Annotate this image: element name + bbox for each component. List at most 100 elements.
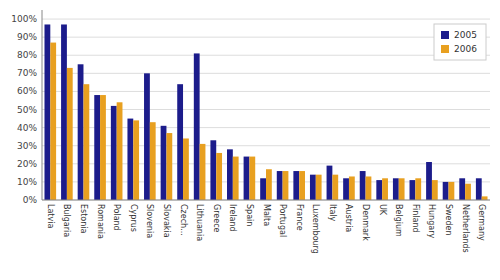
bar [310,175,316,200]
x-tick-label: Austria [344,204,353,232]
bar [227,149,233,200]
x-tick-label: Denmark [361,204,370,241]
x-tick-label: Hungary [427,204,436,238]
bar [459,178,465,200]
bar [67,68,73,200]
bar [366,176,372,200]
grid-line [42,37,490,38]
bar [161,126,167,200]
x-tick-label: Luxembourg [311,204,320,254]
y-grid [42,19,490,200]
bar [283,171,289,200]
bar [183,138,189,200]
bar [482,196,488,200]
bar [293,171,299,200]
bar [376,180,382,200]
bar [316,175,322,200]
legend-swatch [441,45,449,53]
grid-line [42,73,490,74]
x-tick-label: Estonia [79,204,88,234]
x-tick-label: Sweden [444,204,453,236]
x-tick-label: Lithuania [195,204,204,241]
bar [194,53,200,200]
legend-label: 2005 [454,30,477,40]
bar [360,171,366,200]
bar [100,95,106,200]
bar [166,133,172,200]
bar [449,182,455,200]
bar [210,140,216,200]
bar [349,176,355,200]
y-tick-label: 30% [17,141,37,151]
x-tick-label: France [295,204,304,231]
y-tick-label: 70% [17,68,37,78]
bar [277,171,283,200]
y-tick-label: 100% [11,14,37,24]
grid-line [42,19,490,20]
bar [111,106,117,200]
bar [443,182,449,200]
bar [117,102,123,200]
bar [260,178,266,200]
x-tick-label: Spain [245,204,254,226]
bar [249,157,255,200]
grid-line [42,55,490,56]
bar [177,84,183,200]
bar [327,166,333,200]
x-tick-label: Cyprus [129,204,138,232]
bar [150,122,156,200]
x-tick-label: Slovakia [162,204,171,238]
bar [233,157,239,200]
bar [94,95,100,200]
chart: 0%10%20%30%40%50%60%70%80%90%100%LatviaB… [0,0,500,280]
legend: 2005 2006 [434,24,486,60]
x-tick-label: Italy [328,204,337,222]
bar [44,24,50,200]
bar [266,169,272,200]
legend-swatch [441,31,449,39]
x-tick-label: Ireland [228,204,237,232]
bar [432,180,438,200]
bar [133,120,139,200]
y-tick-label: 10% [17,177,37,187]
y-tick-label: 0% [23,195,38,205]
x-tick-label: Finland [411,204,420,233]
y-tick-label: 40% [17,123,37,133]
x-tick-label: Portugal [278,204,287,237]
x-tick-label: Germany [477,204,486,241]
x-tick-label: UK [378,204,387,216]
x-axis-line [42,200,490,201]
y-tick-label: 90% [17,32,37,42]
bar [410,180,416,200]
y-tick-label: 60% [17,86,37,96]
bar [426,162,432,200]
bar [144,73,150,200]
legend-label: 2006 [454,44,477,54]
x-tick-label: Latvia [46,204,55,228]
y-tick-label: 50% [17,105,37,115]
x-tick-label: Poland [112,204,121,231]
x-tick-label: Czech... [179,204,188,236]
bar [393,178,399,200]
x-tick-label: Romania [96,204,105,239]
grid-line [42,127,490,128]
grid-line [42,145,490,146]
grid-line [42,163,490,164]
x-tick-label: Bulgaria [62,204,71,237]
bar [50,43,56,200]
x-tick-label: Slovenia [145,204,154,238]
bar [61,24,67,200]
bar [415,178,421,200]
bar [332,175,338,200]
bar [78,64,84,200]
bar [299,171,305,200]
x-tick-label: Belgium [394,204,403,237]
bars [44,24,487,200]
x-tick-label: Netherlands [461,204,470,253]
legend-box [434,24,486,60]
grid-line [42,109,490,110]
y-tick-label: 20% [17,159,37,169]
bar [216,153,222,200]
x-tick-label: Malta [262,204,271,226]
bar [244,157,250,200]
